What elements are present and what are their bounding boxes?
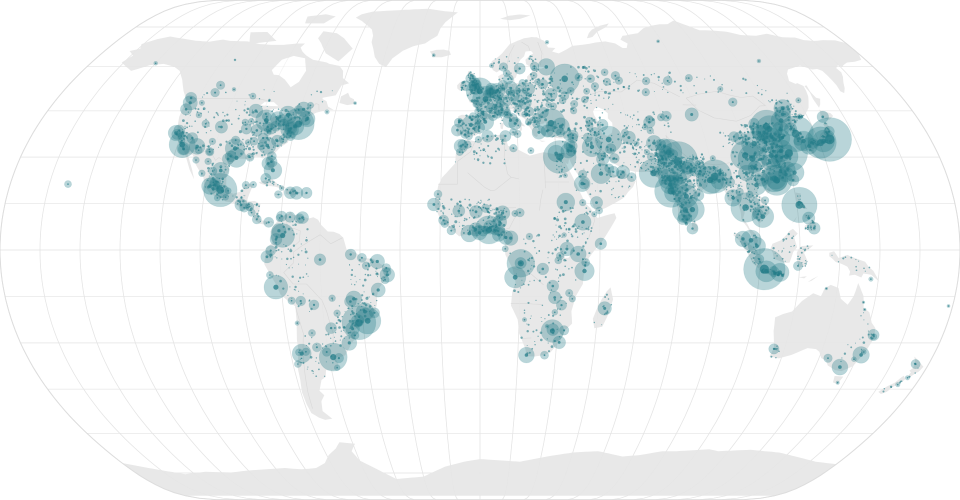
land-nz_south [878,375,906,394]
land-jamaica [274,193,280,196]
land-svalbard [500,14,531,21]
land-eurasia [456,20,862,246]
land-palawan [791,216,797,225]
land-vancouver_island [181,93,190,101]
land-australia [769,283,876,372]
land-luzon [795,192,808,210]
lake-lake_victoria [564,249,571,258]
land-victoria_island [249,32,277,44]
land-tasmania [832,376,844,384]
lake-lake_superior [260,102,279,107]
landmasses [121,8,924,496]
land-baffin [318,31,353,62]
lake-caspian [593,106,613,136]
land-ellesmere [305,14,336,24]
land-new_guinea [829,251,880,282]
lake-hudson_bay [271,55,307,88]
city-core-dots [67,40,950,386]
land-antarctica [122,442,837,496]
land-madagascar [592,287,614,329]
land-crete [539,140,546,142]
land-nz_north [907,356,924,379]
land-iceland [429,49,451,58]
land-greenland [355,8,458,67]
land-flores [798,276,807,279]
land-hainan [764,187,771,194]
land-borneo [770,228,798,263]
land-sumatra [733,232,763,269]
land-timor [807,275,819,283]
land-africa [434,134,617,357]
land-sakhalin [804,85,821,108]
land-sardinia [500,122,504,130]
land-sulawesi [796,245,814,268]
land-novaya_zemlya [586,23,609,39]
land-south_america [264,211,388,420]
land-newfoundland [339,92,355,106]
